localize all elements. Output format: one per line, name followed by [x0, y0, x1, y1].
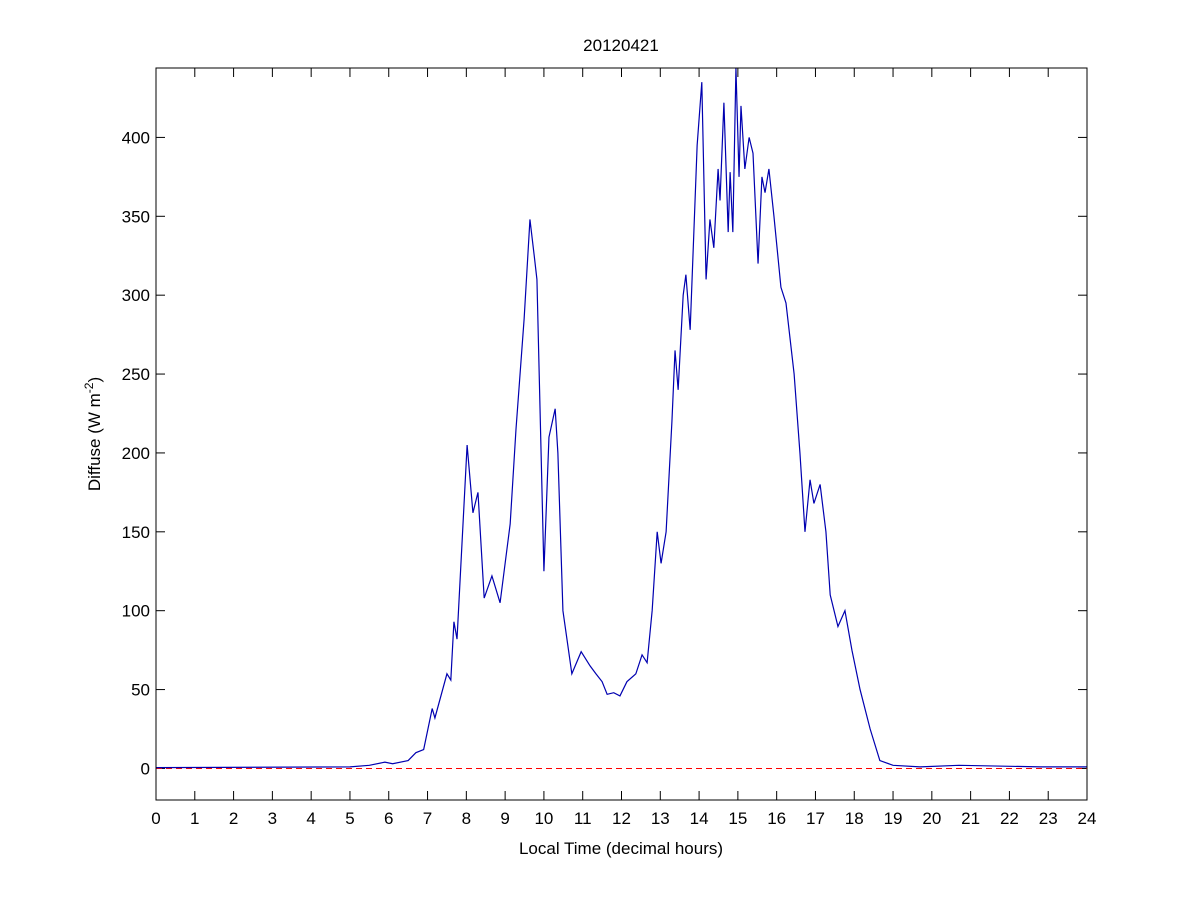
x-tick-label: 0: [151, 809, 160, 828]
plot-frame: [155, 67, 1088, 801]
y-tick-label: 150: [122, 523, 150, 542]
x-tick-label: 4: [306, 809, 315, 828]
y-tick-label: 50: [131, 681, 150, 700]
x-tick-label: 24: [1078, 809, 1097, 828]
y-tick-label: 350: [122, 207, 150, 226]
x-axis-label: Local Time (decimal hours): [519, 839, 723, 858]
y-label-sup: -2: [82, 382, 96, 393]
x-tick-label: 20: [922, 809, 941, 828]
x-tick-label: 8: [462, 809, 471, 828]
y-label-text: Diffuse (W m: [85, 393, 104, 491]
x-tick-label: 10: [534, 809, 553, 828]
x-tick-label: 9: [500, 809, 509, 828]
x-tick-label: 12: [612, 809, 631, 828]
plot-area: [156, 68, 1087, 800]
x-tick-label: 17: [806, 809, 825, 828]
y-tick-label: 250: [122, 365, 150, 384]
x-tick-label: 21: [961, 809, 980, 828]
y-tick-label: 400: [122, 128, 150, 147]
x-tick-label: 14: [690, 809, 709, 828]
y-tick-label: 0: [141, 759, 150, 778]
x-tick-label: 15: [728, 809, 747, 828]
x-tick-label: 6: [384, 809, 393, 828]
x-tick-label: 23: [1039, 809, 1058, 828]
x-tick-label: 18: [845, 809, 864, 828]
x-tick-label: 16: [767, 809, 786, 828]
y-tick-label: 200: [122, 444, 150, 463]
y-axis-label: Diffuse (W m-2): [82, 377, 104, 491]
x-tick-label: 7: [423, 809, 432, 828]
data-line: [155, 67, 1087, 769]
x-tick-label: 2: [229, 809, 238, 828]
x-tick-label: 5: [345, 809, 354, 828]
x-tick-label: 1: [190, 809, 199, 828]
y-tick-label: 100: [122, 602, 150, 621]
x-tick-label: 13: [651, 809, 670, 828]
x-tick-label: 3: [268, 809, 277, 828]
x-tick-label: 22: [1000, 809, 1019, 828]
y-label-end: ): [85, 377, 104, 383]
x-tick-label: 19: [884, 809, 903, 828]
x-tick-label: 11: [574, 809, 592, 828]
y-tick-label: 300: [122, 286, 150, 305]
chart-title: 20120421: [583, 36, 659, 55]
